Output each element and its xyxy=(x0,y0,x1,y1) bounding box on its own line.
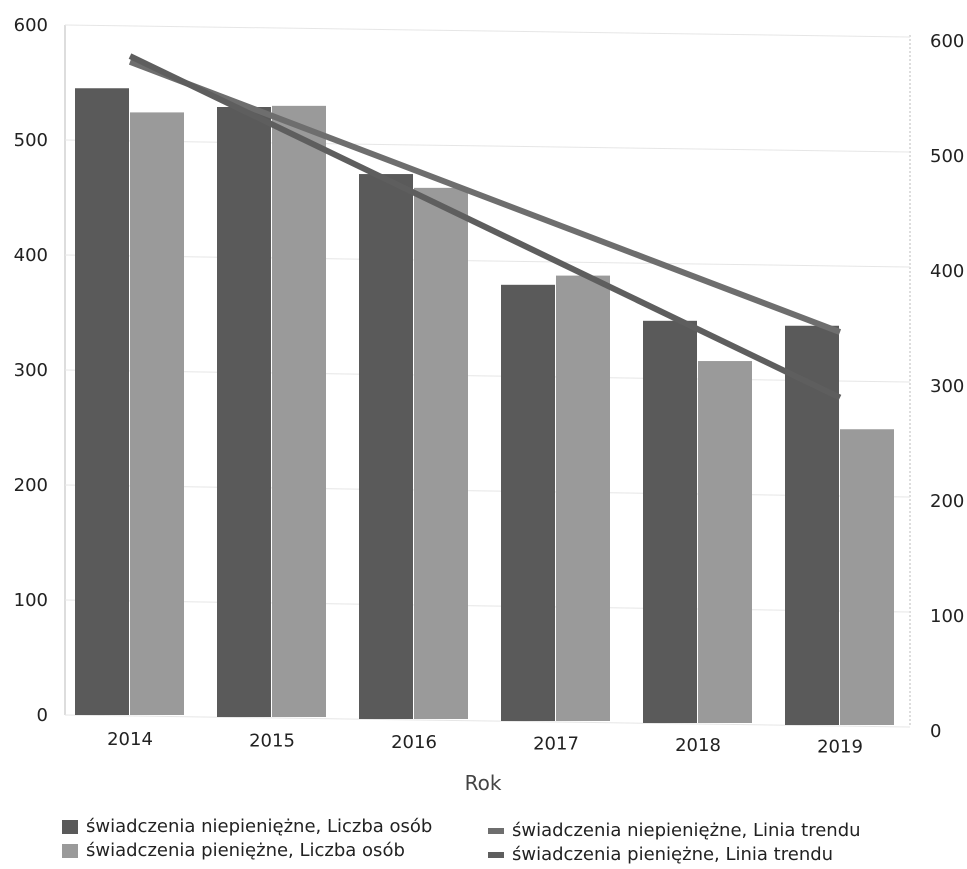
y-axis-right: 0 100 200 300 400 500 600 xyxy=(930,31,964,742)
grid-line xyxy=(64,484,911,498)
legend-label: świadczenia niepieniężne, Liczba osób xyxy=(86,816,433,837)
y2-tick-label: 600 xyxy=(930,31,964,52)
legend-label: świadczenia pieniężne, Liczba osób xyxy=(86,840,405,861)
y-tick-label: 200 xyxy=(14,475,48,496)
grid-lines xyxy=(64,24,911,728)
trend-lines-group xyxy=(128,53,842,401)
y-tick-label: 100 xyxy=(14,590,48,611)
x-axis: 2014 2015 2016 2017 2018 2019 xyxy=(107,729,863,758)
y-tick-label: 600 xyxy=(14,15,48,36)
bar xyxy=(840,429,894,725)
grid-line xyxy=(64,254,911,268)
grid-line xyxy=(64,24,911,38)
legend-item-series-2: świadczenia pieniężne, Liczba osób xyxy=(62,840,405,861)
x-tick-label: 2019 xyxy=(817,737,863,758)
x-tick-label: 2015 xyxy=(249,731,295,752)
y2-tick-label: 300 xyxy=(930,376,964,397)
y2-tick-label: 500 xyxy=(930,146,964,167)
legend-swatch xyxy=(62,819,78,834)
y-axis-left: 0 100 200 300 400 500 600 xyxy=(14,15,48,726)
y2-tick-label: 400 xyxy=(930,261,964,282)
trend-line xyxy=(128,58,842,335)
legend-item-trend-1: świadczenia niepieniężne, Linia trendu xyxy=(488,820,861,841)
grid-line xyxy=(64,599,911,613)
bar xyxy=(414,187,468,720)
y2-tick-label: 0 xyxy=(930,721,941,742)
y-tick-label: 300 xyxy=(14,360,48,381)
x-tick-label: 2016 xyxy=(391,732,437,753)
y2-tick-label: 200 xyxy=(930,491,964,512)
legend-item-trend-2: świadczenia pieniężne, Linia trendu xyxy=(488,844,833,865)
bar xyxy=(359,174,413,720)
bar xyxy=(217,107,271,717)
trend-line xyxy=(128,53,842,401)
legend-swatch xyxy=(488,827,504,834)
x-tick-label: 2014 xyxy=(107,729,153,750)
legend-label: świadczenia pieniężne, Linia trendu xyxy=(512,844,834,865)
x-tick-label: 2018 xyxy=(675,735,721,756)
bar xyxy=(643,320,697,723)
bar xyxy=(75,88,129,715)
x-tick-label: 2017 xyxy=(533,734,579,755)
x-axis-title: Rok xyxy=(465,771,502,795)
legend-label: świadczenia niepieniężne, Linia trendu xyxy=(512,820,861,841)
bar xyxy=(130,112,184,715)
bar xyxy=(556,275,610,721)
legend-swatch xyxy=(62,843,78,858)
y-tick-label: 0 xyxy=(37,705,48,726)
grid-line xyxy=(64,714,911,728)
legend-item-series-1: świadczenia niepieniężne, Liczba osób xyxy=(62,816,432,837)
bar xyxy=(698,361,752,723)
legend-swatch xyxy=(488,851,504,858)
y-tick-label: 400 xyxy=(14,245,48,266)
grid-line xyxy=(64,369,911,383)
bar xyxy=(272,105,326,718)
y2-tick-label: 100 xyxy=(930,606,964,627)
y-tick-label: 500 xyxy=(14,130,48,151)
bars-group xyxy=(75,88,894,725)
grid-line xyxy=(64,139,911,153)
bar xyxy=(501,284,555,721)
